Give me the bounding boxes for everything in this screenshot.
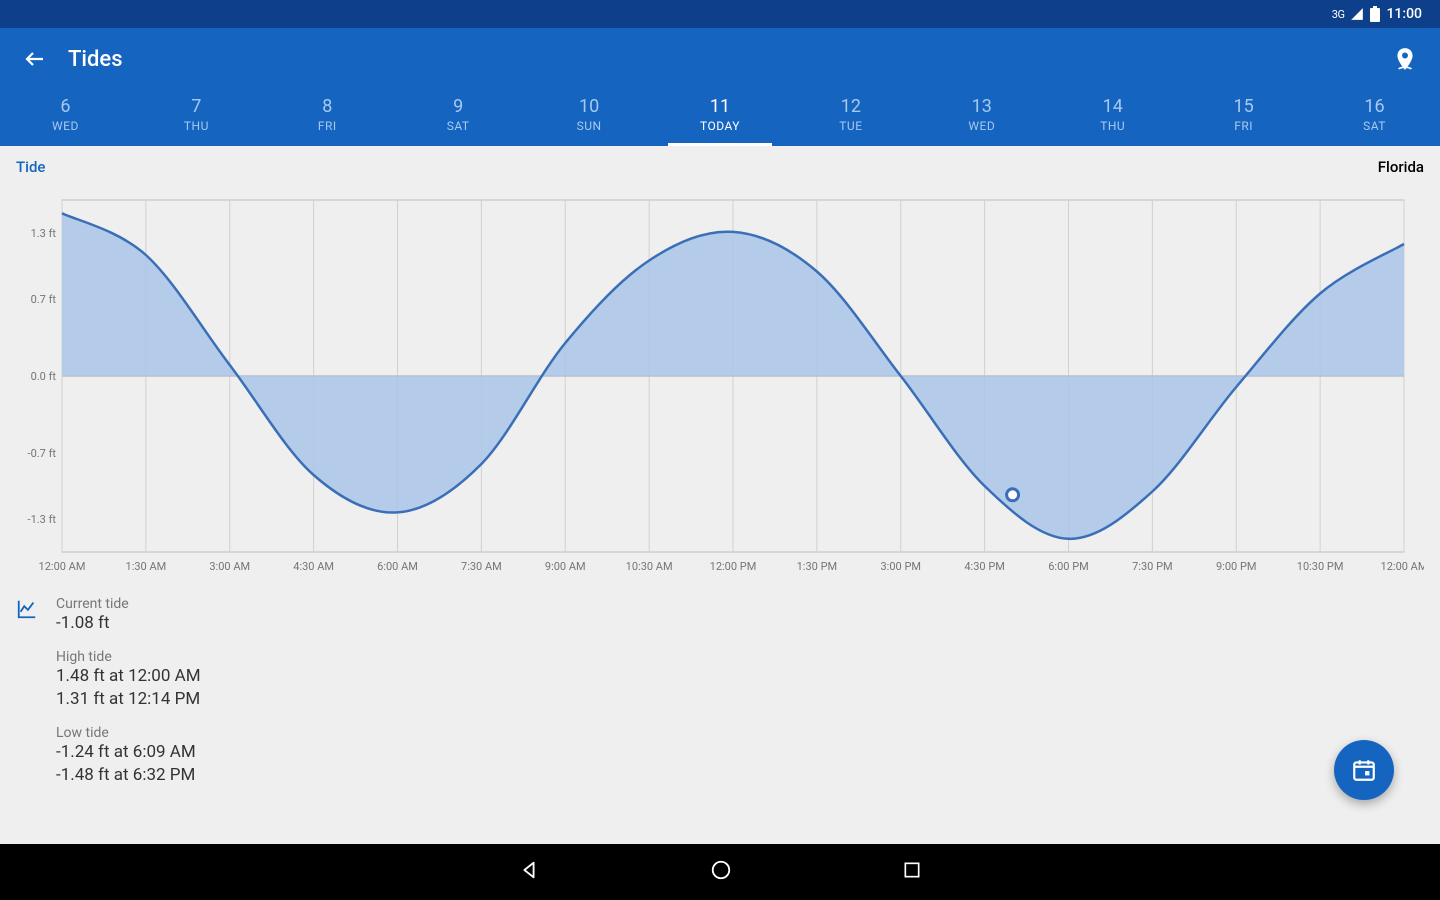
date-tab-label: WED [0, 119, 131, 133]
network-indicator: 3G [1332, 8, 1345, 21]
date-tab-9[interactable]: 9 SAT [393, 90, 524, 146]
svg-text:4:30 AM: 4:30 AM [293, 560, 334, 573]
signal-icon [1350, 7, 1364, 21]
svg-text:12:00 PM: 12:00 PM [710, 560, 757, 573]
date-tab-label: FRI [262, 119, 393, 133]
svg-text:7:30 AM: 7:30 AM [461, 560, 502, 573]
date-tab-label: THU [1047, 119, 1178, 133]
current-tide-label: Current tide [56, 596, 201, 612]
date-tab-label: TUE [785, 119, 916, 133]
svg-text:12:00 AM: 12:00 AM [39, 560, 86, 573]
svg-text:9:00 AM: 9:00 AM [545, 560, 586, 573]
date-tab-16[interactable]: 16 SAT [1309, 90, 1440, 146]
nav-back[interactable] [518, 859, 540, 885]
chart-left-label: Tide [16, 158, 45, 176]
high-tide-2: 1.31 ft at 12:14 PM [56, 688, 201, 711]
date-tab-num: 8 [262, 96, 393, 117]
place-icon [1392, 46, 1418, 72]
date-tab-num: 13 [916, 96, 1047, 117]
date-tabs: 6WED7THU8FRI9SAT10SUN11TODAY12TUE13WED14… [0, 90, 1440, 146]
battery-icon [1370, 6, 1380, 22]
status-bar: 3G 11:00 [0, 0, 1440, 28]
date-tab-num: 9 [393, 96, 524, 117]
svg-text:7:30 PM: 7:30 PM [1132, 560, 1172, 573]
date-tab-label: WED [916, 119, 1047, 133]
current-tide-block: Current tide -1.08 ft [56, 596, 201, 635]
svg-text:0.0 ft: 0.0 ft [31, 370, 57, 383]
svg-text:12:00 AM: 12:00 AM [1381, 560, 1424, 573]
chart-svg: 1.3 ft 0.7 ft 0.0 ft -0.7 ft -1.3 ft 12:00 AM… [16, 182, 1424, 582]
date-tab-12[interactable]: 12 TUE [785, 90, 916, 146]
low-tide-2: -1.48 ft at 6:32 PM [56, 764, 201, 787]
low-tide-block: Low tide -1.24 ft at 6:09 AM -1.48 ft at… [56, 725, 201, 787]
date-tab-label: SAT [1309, 119, 1440, 133]
date-tab-num: 12 [785, 96, 916, 117]
date-tab-num: 14 [1047, 96, 1178, 117]
content-area: Tide Florida 1.3 ft 0.7 ft 0.0 ft -0.7 ft -1… [0, 146, 1440, 787]
nav-bar [0, 844, 1440, 900]
svg-text:6:00 AM: 6:00 AM [377, 560, 418, 573]
calendar-fab[interactable] [1334, 740, 1394, 800]
date-tab-num: 16 [1309, 96, 1440, 117]
back-button[interactable] [14, 38, 56, 80]
date-tab-11[interactable]: 11 TODAY [655, 90, 786, 146]
date-tab-8[interactable]: 8 FRI [262, 90, 393, 146]
svg-text:-1.3 ft: -1.3 ft [28, 513, 57, 526]
chart-right-label: Florida [1378, 158, 1424, 176]
app-bar: Tides [0, 28, 1440, 90]
tide-info: Current tide -1.08 ft High tide 1.48 ft … [16, 596, 1424, 787]
triangle-back-icon [518, 859, 540, 881]
date-tab-num: 7 [131, 96, 262, 117]
date-tab-num: 15 [1178, 96, 1309, 117]
svg-text:1:30 PM: 1:30 PM [797, 560, 837, 573]
square-recent-icon [902, 860, 922, 880]
date-tab-num: 11 [655, 96, 786, 117]
tide-chart: 1.3 ft 0.7 ft 0.0 ft -0.7 ft -1.3 ft 12:00 AM… [16, 182, 1424, 582]
arrow-back-icon [23, 47, 47, 71]
date-tab-num: 10 [524, 96, 655, 117]
clock: 11:00 [1386, 6, 1422, 22]
date-tab-14[interactable]: 14 THU [1047, 90, 1178, 146]
date-tab-10[interactable]: 10 SUN [524, 90, 655, 146]
calendar-icon [1351, 757, 1377, 783]
date-tab-label: TODAY [655, 119, 786, 133]
svg-text:10:30 AM: 10:30 AM [626, 560, 673, 573]
chart-line-icon [16, 596, 38, 787]
svg-text:3:00 AM: 3:00 AM [209, 560, 250, 573]
current-tide-value: -1.08 ft [56, 612, 201, 635]
date-tab-label: SUN [524, 119, 655, 133]
svg-text:1.3 ft: 1.3 ft [31, 227, 57, 240]
svg-text:-0.7 ft: -0.7 ft [28, 447, 57, 460]
date-tab-label: FRI [1178, 119, 1309, 133]
svg-text:0.7 ft: 0.7 ft [31, 293, 57, 306]
date-tab-label: THU [131, 119, 262, 133]
low-tide-label: Low tide [56, 725, 201, 741]
high-tide-1: 1.48 ft at 12:00 AM [56, 665, 201, 688]
circle-home-icon [710, 859, 732, 881]
date-tab-6[interactable]: 6 WED [0, 90, 131, 146]
nav-recent[interactable] [902, 860, 922, 884]
high-tide-label: High tide [56, 649, 201, 665]
date-tab-13[interactable]: 13 WED [916, 90, 1047, 146]
date-tab-7[interactable]: 7 THU [131, 90, 262, 146]
svg-text:3:00 PM: 3:00 PM [881, 560, 921, 573]
date-tab-num: 6 [0, 96, 131, 117]
svg-text:6:00 PM: 6:00 PM [1048, 560, 1088, 573]
low-tide-1: -1.24 ft at 6:09 AM [56, 741, 201, 764]
svg-text:10:30 PM: 10:30 PM [1297, 560, 1344, 573]
date-tab-label: SAT [393, 119, 524, 133]
date-tab-15[interactable]: 15 FRI [1178, 90, 1309, 146]
high-tide-block: High tide 1.48 ft at 12:00 AM 1.31 ft at… [56, 649, 201, 711]
svg-text:4:30 PM: 4:30 PM [964, 560, 1004, 573]
svg-text:9:00 PM: 9:00 PM [1216, 560, 1256, 573]
page-title: Tides [68, 47, 123, 72]
nav-home[interactable] [710, 859, 732, 885]
location-button[interactable] [1384, 38, 1426, 80]
chart-header: Tide Florida [16, 158, 1424, 176]
svg-text:1:30 AM: 1:30 AM [126, 560, 167, 573]
